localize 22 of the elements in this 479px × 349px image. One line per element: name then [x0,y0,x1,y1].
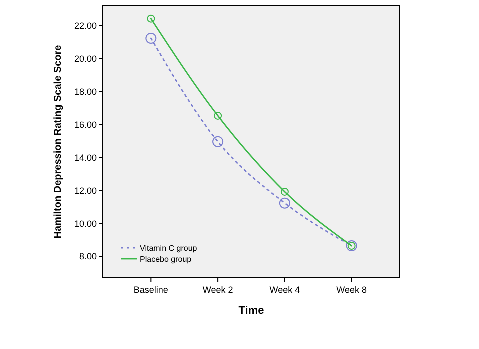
x-tick-label: Week 4 [270,285,300,295]
legend-label: Vitamin C group [140,244,198,253]
x-tick-label: Baseline [134,285,168,295]
y-tick-label: 18.00 [74,86,97,97]
point [280,188,289,196]
y-tick-label: 22.00 [74,20,97,31]
y-tick-label: 20.00 [74,54,97,64]
point [279,198,290,209]
y-tick-label: 10.00 [74,218,97,229]
y-axis-title: Hamilton Depression Rating Scale Score [53,44,64,239]
legend-label: Placebo group [140,254,192,264]
y-tick-label: 12.00 [74,186,97,196]
y-tick-label: 8.00 [79,252,97,262]
y-tick-label: 16.00 [74,120,97,130]
x-axis-title: Time [238,305,264,317]
x-tick-label: Week 8 [336,285,368,295]
point [212,136,224,148]
point [214,112,222,120]
x-tick-label: Week 2 [202,285,234,295]
y-tick-label: 14.00 [74,152,97,163]
point [147,14,156,23]
point [146,32,157,44]
